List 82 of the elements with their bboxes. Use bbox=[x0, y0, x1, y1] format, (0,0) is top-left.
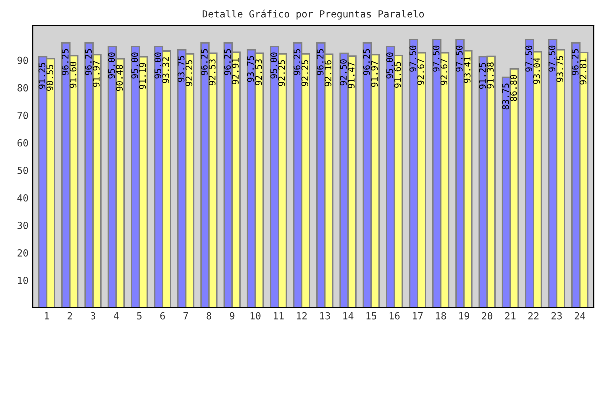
data-label: 91.25 bbox=[38, 63, 46, 90]
x-tick-label: 17 bbox=[413, 312, 423, 320]
data-label: 95.00 bbox=[132, 52, 138, 79]
data-label: 93.41 bbox=[464, 57, 471, 84]
data-label: 96.25 bbox=[572, 49, 579, 76]
data-label: 96.25 bbox=[85, 49, 92, 76]
data-label: 92.53 bbox=[208, 60, 216, 86]
data-label: 96.25 bbox=[363, 49, 370, 76]
data-label: 92.67 bbox=[440, 59, 448, 86]
data-label: 95.00 bbox=[386, 52, 394, 79]
x-tick-label: 11 bbox=[274, 312, 284, 320]
x-tick-label: 21 bbox=[505, 312, 516, 320]
data-label: 97.50 bbox=[432, 46, 440, 72]
data-label: 92.25 bbox=[302, 60, 308, 86]
data-label: 95.00 bbox=[270, 52, 278, 79]
data-label: 92.53 bbox=[255, 60, 262, 86]
y-tick-label: 10 bbox=[18, 276, 28, 284]
data-label: 93.75 bbox=[247, 56, 254, 82]
data-label: 91.38 bbox=[487, 62, 494, 89]
data-label: 91.65 bbox=[394, 62, 402, 88]
x-tick-label: 13 bbox=[320, 312, 330, 320]
data-label: 97.50 bbox=[548, 46, 556, 72]
y-tick-label: 70 bbox=[18, 112, 28, 120]
data-label: 86.80 bbox=[510, 75, 518, 102]
data-label: 91.97 bbox=[93, 61, 100, 88]
x-tick-label: 2 bbox=[68, 312, 72, 320]
y-tick-label: 20 bbox=[18, 249, 28, 257]
data-label: 93.75 bbox=[178, 56, 185, 82]
x-tick-label: 14 bbox=[344, 312, 354, 320]
data-label: 92.81 bbox=[580, 58, 587, 85]
data-label: 83.75 bbox=[502, 84, 510, 110]
y-tick-label: 60 bbox=[18, 139, 28, 147]
x-tick-label: 4 bbox=[114, 312, 119, 320]
data-label: 90.48 bbox=[116, 65, 124, 92]
x-tick-label: 22 bbox=[528, 312, 539, 320]
data-label: 95.00 bbox=[108, 52, 116, 79]
y-tick-label: 90 bbox=[18, 56, 28, 64]
data-label: 97.50 bbox=[456, 46, 463, 72]
data-label: 96.25 bbox=[224, 49, 232, 76]
data-label: 95.00 bbox=[154, 52, 162, 79]
data-label: 91.97 bbox=[371, 61, 378, 88]
data-label: 93.32 bbox=[162, 58, 170, 84]
y-tick-label: 50 bbox=[18, 166, 28, 174]
x-tick-label: 12 bbox=[297, 312, 307, 320]
x-tick-label: 1 bbox=[45, 312, 50, 320]
x-tick-label: 6 bbox=[160, 312, 166, 320]
data-label: 96.25 bbox=[62, 49, 69, 76]
data-label: 92.16 bbox=[324, 60, 332, 87]
chart-title: Detalle Gráfico por Preguntas Paralelo bbox=[202, 10, 424, 20]
data-label: 92.91 bbox=[232, 58, 239, 84]
data-label: 93.04 bbox=[533, 58, 540, 84]
x-tick-label: 18 bbox=[436, 312, 446, 320]
data-label: 92.25 bbox=[278, 60, 286, 86]
y-tick-label: 80 bbox=[18, 84, 28, 92]
data-label: 91.25 bbox=[479, 63, 486, 90]
data-label: 97.50 bbox=[410, 46, 417, 72]
data-label: 91.19 bbox=[139, 63, 146, 90]
data-label: 92.67 bbox=[418, 59, 424, 86]
x-tick-label: 23 bbox=[552, 312, 562, 320]
x-tick-label: 8 bbox=[206, 312, 212, 320]
data-label: 93.75 bbox=[556, 56, 564, 82]
x-tick-label: 9 bbox=[230, 312, 235, 320]
y-tick-label: 40 bbox=[18, 194, 28, 202]
data-label: 91.47 bbox=[348, 62, 355, 88]
data-label: 91.60 bbox=[70, 62, 77, 88]
x-tick-label: 7 bbox=[184, 312, 188, 320]
x-tick-label: 10 bbox=[250, 312, 261, 320]
x-tick-label: 5 bbox=[137, 312, 142, 320]
data-label: 96.25 bbox=[201, 49, 208, 76]
x-tick-label: 16 bbox=[390, 312, 400, 320]
data-label: 90.55 bbox=[46, 65, 54, 91]
data-label: 92.25 bbox=[186, 60, 193, 86]
data-label: 96.25 bbox=[294, 49, 301, 76]
x-tick-label: 24 bbox=[574, 312, 586, 320]
x-tick-label: 3 bbox=[90, 312, 96, 320]
data-label: 92.50 bbox=[340, 60, 347, 86]
data-label: 97.50 bbox=[526, 46, 532, 72]
x-tick-label: 19 bbox=[459, 312, 470, 320]
data-label: 96.25 bbox=[316, 49, 324, 76]
y-tick-label: 30 bbox=[18, 222, 28, 230]
x-tick-label: 20 bbox=[482, 312, 493, 320]
x-tick-label: 15 bbox=[366, 312, 377, 320]
